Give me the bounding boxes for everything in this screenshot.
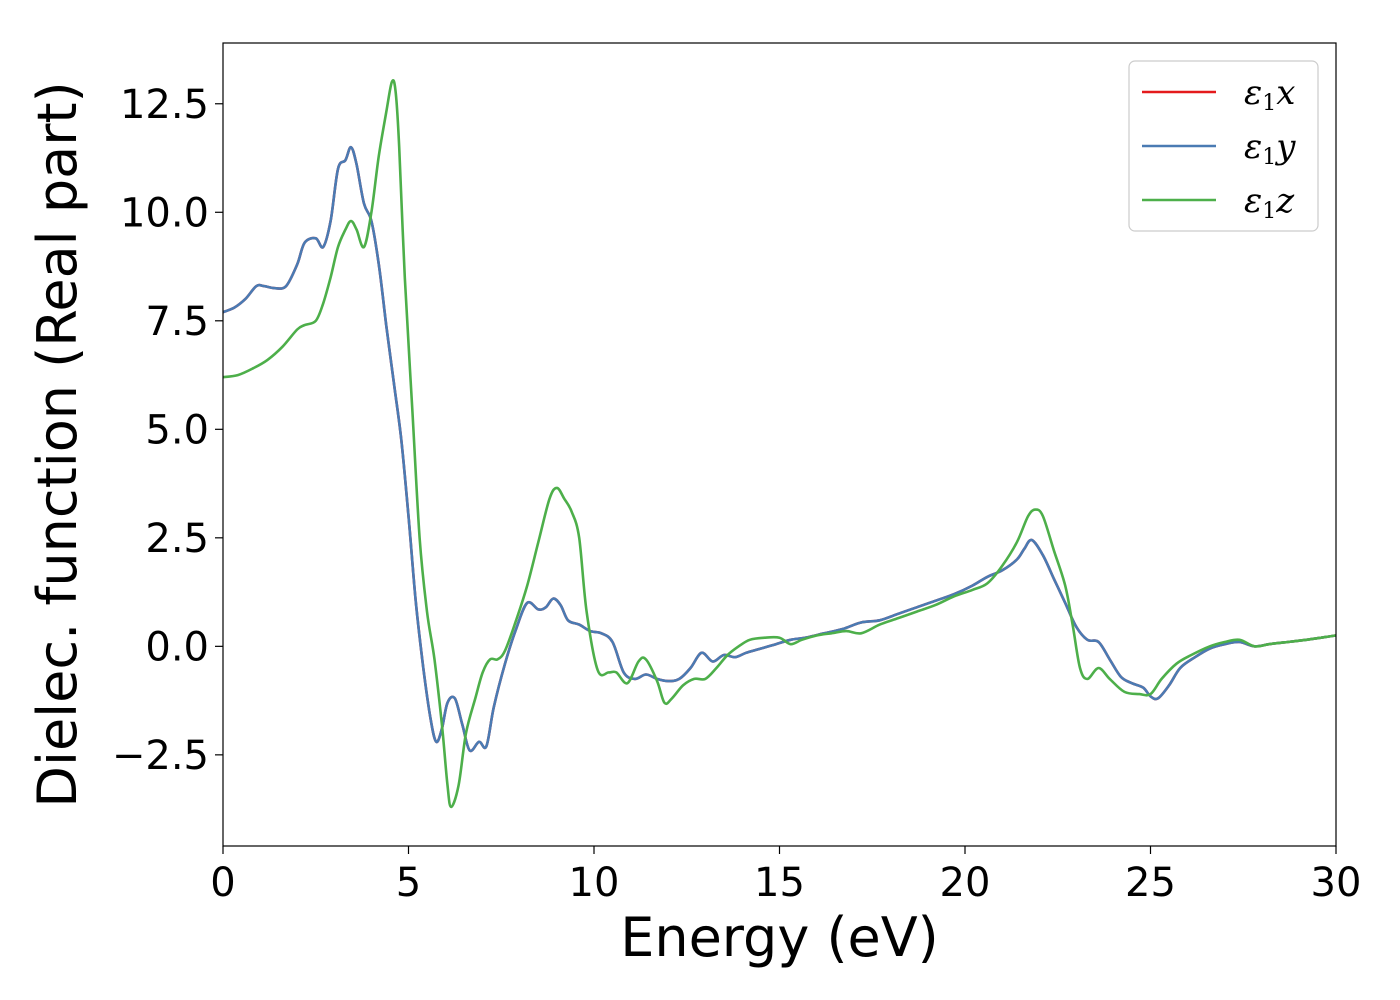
- y-tick-label: 10.0: [120, 190, 209, 236]
- legend-entry-z: ε1z: [1142, 181, 1295, 224]
- legend-entry-y: ε1y: [1142, 127, 1296, 170]
- x-tick-label: 30: [1311, 860, 1362, 906]
- x-tick-label: 0: [210, 860, 235, 906]
- legend-label: ε1z: [1244, 181, 1295, 224]
- x-tick-label: 20: [940, 860, 991, 906]
- y-tick-label: 0.0: [145, 624, 209, 670]
- y-axis-label: Dielec. function (Real part): [26, 81, 89, 807]
- series-line-z: [223, 79, 1336, 809]
- legend-box: [1128, 60, 1319, 232]
- y-tick-label: 7.5: [145, 299, 209, 345]
- legend-entry-x: ε1x: [1142, 73, 1295, 116]
- series-layer: [223, 79, 1336, 809]
- x-tick-label: 15: [754, 860, 805, 906]
- legend-label: ε1y: [1244, 127, 1296, 170]
- x-axis-label: Energy (eV): [620, 906, 939, 969]
- x-tick-label: 5: [396, 860, 421, 906]
- x-axis: 0 5 10 15 20 25 30: [210, 846, 1361, 906]
- legend: ε1x ε1y ε1z: [1128, 60, 1319, 232]
- legend-label: ε1x: [1244, 73, 1295, 116]
- y-tick-label: 12.5: [120, 82, 209, 128]
- y-tick-label: −2.5: [112, 733, 209, 779]
- y-tick-label: 5.0: [145, 407, 209, 453]
- y-tick-label: 2.5: [145, 516, 209, 562]
- x-tick-label: 25: [1125, 860, 1176, 906]
- y-axis: −2.5 0.0 2.5 5.0 7.5 10.0 12.5: [112, 82, 223, 779]
- x-tick-label: 10: [569, 860, 620, 906]
